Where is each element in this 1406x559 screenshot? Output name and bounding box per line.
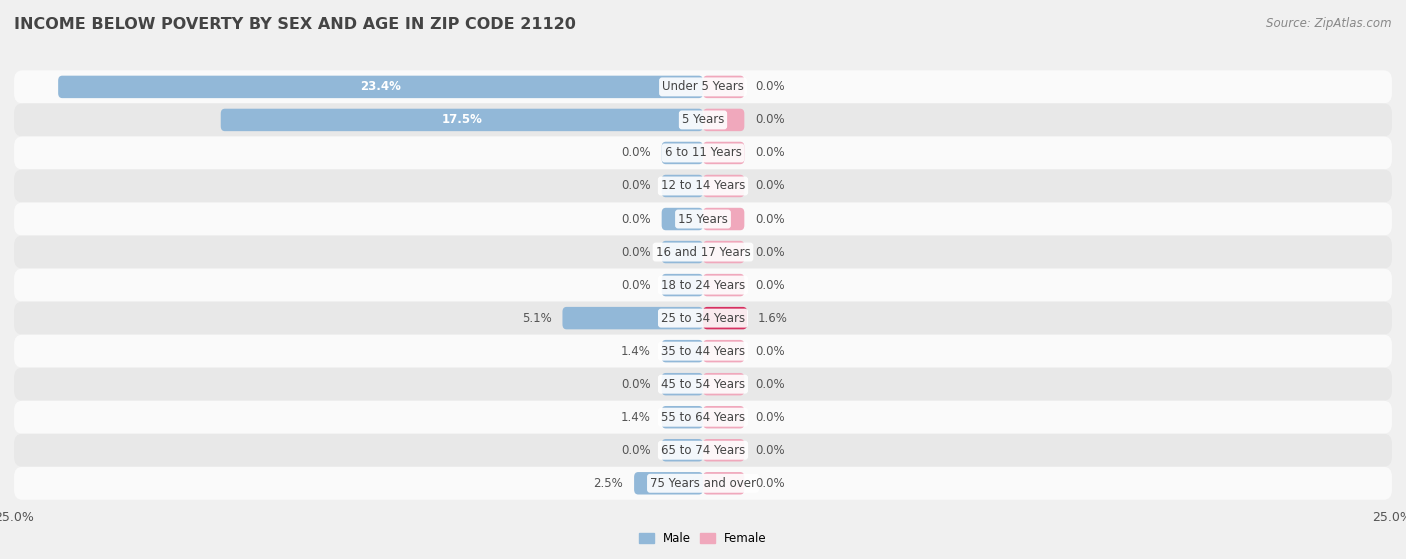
Text: 0.0%: 0.0% [621,444,651,457]
Text: 75 Years and over: 75 Years and over [650,477,756,490]
FancyBboxPatch shape [14,235,1392,268]
Text: 0.0%: 0.0% [755,345,785,358]
FancyBboxPatch shape [703,406,744,428]
Text: Source: ZipAtlas.com: Source: ZipAtlas.com [1267,17,1392,30]
Legend: Male, Female: Male, Female [634,527,772,549]
FancyBboxPatch shape [703,307,747,329]
FancyBboxPatch shape [14,136,1392,169]
FancyBboxPatch shape [221,108,703,131]
Text: 23.4%: 23.4% [360,80,401,93]
Text: INCOME BELOW POVERTY BY SEX AND AGE IN ZIP CODE 21120: INCOME BELOW POVERTY BY SEX AND AGE IN Z… [14,17,576,32]
FancyBboxPatch shape [662,274,703,296]
FancyBboxPatch shape [662,142,703,164]
FancyBboxPatch shape [662,241,703,263]
Text: 17.5%: 17.5% [441,113,482,126]
FancyBboxPatch shape [634,472,703,495]
FancyBboxPatch shape [14,434,1392,467]
Text: Under 5 Years: Under 5 Years [662,80,744,93]
Text: 0.0%: 0.0% [621,378,651,391]
FancyBboxPatch shape [703,241,744,263]
FancyBboxPatch shape [703,175,744,197]
Text: 0.0%: 0.0% [755,80,785,93]
Text: 0.0%: 0.0% [621,146,651,159]
FancyBboxPatch shape [14,268,1392,302]
Text: 45 to 54 Years: 45 to 54 Years [661,378,745,391]
Text: 12 to 14 Years: 12 to 14 Years [661,179,745,192]
Text: 6 to 11 Years: 6 to 11 Years [665,146,741,159]
FancyBboxPatch shape [662,208,703,230]
Text: 0.0%: 0.0% [755,113,785,126]
FancyBboxPatch shape [14,335,1392,368]
Text: 25 to 34 Years: 25 to 34 Years [661,311,745,325]
FancyBboxPatch shape [662,340,703,362]
FancyBboxPatch shape [14,169,1392,202]
Text: 0.0%: 0.0% [755,179,785,192]
Text: 18 to 24 Years: 18 to 24 Years [661,278,745,292]
FancyBboxPatch shape [14,202,1392,235]
FancyBboxPatch shape [703,108,744,131]
Text: 0.0%: 0.0% [755,378,785,391]
Text: 0.0%: 0.0% [755,146,785,159]
FancyBboxPatch shape [14,401,1392,434]
FancyBboxPatch shape [662,175,703,197]
FancyBboxPatch shape [562,307,703,329]
FancyBboxPatch shape [703,472,744,495]
FancyBboxPatch shape [703,274,744,296]
Text: 15 Years: 15 Years [678,212,728,225]
Text: 1.6%: 1.6% [758,311,787,325]
Text: 0.0%: 0.0% [621,278,651,292]
FancyBboxPatch shape [662,406,703,428]
Text: 0.0%: 0.0% [621,245,651,259]
Text: 0.0%: 0.0% [755,245,785,259]
Text: 16 and 17 Years: 16 and 17 Years [655,245,751,259]
FancyBboxPatch shape [14,467,1392,500]
Text: 65 to 74 Years: 65 to 74 Years [661,444,745,457]
Text: 0.0%: 0.0% [755,278,785,292]
Text: 0.0%: 0.0% [621,212,651,225]
Text: 0.0%: 0.0% [755,212,785,225]
Text: 5.1%: 5.1% [522,311,551,325]
FancyBboxPatch shape [14,70,1392,103]
FancyBboxPatch shape [14,103,1392,136]
Text: 2.5%: 2.5% [593,477,623,490]
FancyBboxPatch shape [703,208,744,230]
Text: 0.0%: 0.0% [755,411,785,424]
FancyBboxPatch shape [703,373,744,395]
Text: 5 Years: 5 Years [682,113,724,126]
Text: 0.0%: 0.0% [755,477,785,490]
FancyBboxPatch shape [703,75,744,98]
Text: 0.0%: 0.0% [755,444,785,457]
Text: 55 to 64 Years: 55 to 64 Years [661,411,745,424]
Text: 1.4%: 1.4% [621,411,651,424]
FancyBboxPatch shape [14,368,1392,401]
FancyBboxPatch shape [14,302,1392,335]
Text: 1.4%: 1.4% [621,345,651,358]
FancyBboxPatch shape [662,373,703,395]
FancyBboxPatch shape [703,439,744,462]
Text: 0.0%: 0.0% [621,179,651,192]
FancyBboxPatch shape [58,75,703,98]
FancyBboxPatch shape [703,340,744,362]
FancyBboxPatch shape [703,142,744,164]
FancyBboxPatch shape [662,439,703,462]
Text: 35 to 44 Years: 35 to 44 Years [661,345,745,358]
